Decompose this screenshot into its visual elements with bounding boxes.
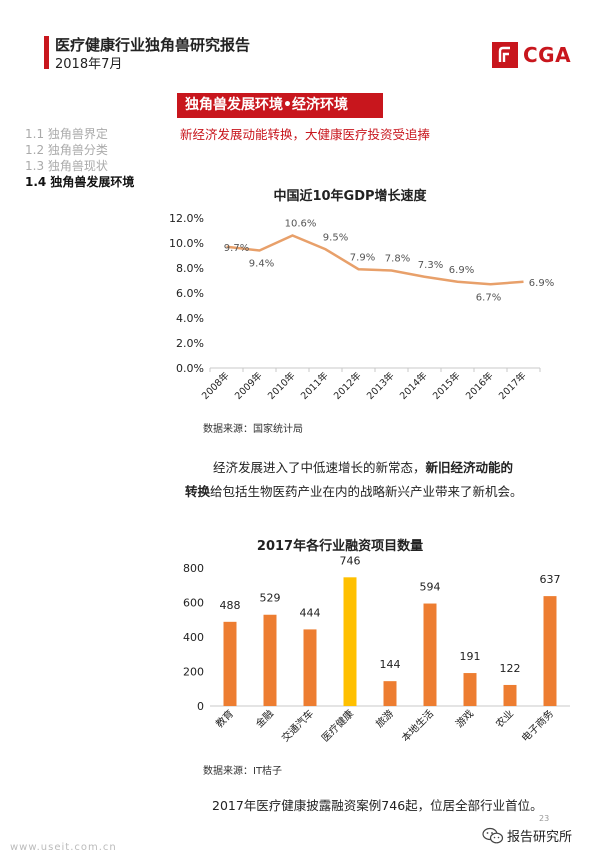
financing-bar — [263, 614, 277, 706]
financing-x-tick: 教育 — [213, 707, 236, 730]
financing-bar — [303, 629, 317, 706]
gdp-data-label: 9.5% — [323, 232, 348, 243]
paragraph-economy-text-b: 给包括生物医药产业在内的战略新兴产业带来了新机会。 — [210, 484, 523, 499]
financing-x-tick: 农业 — [493, 707, 516, 730]
gdp-y-tick: 8.0% — [176, 262, 204, 275]
gdp-x-tick: 2010年 — [265, 369, 298, 402]
financing-chart-title: 2017年各行业融资项目数量 — [256, 539, 424, 554]
wechat-watermark: 报告研究所 — [482, 826, 572, 845]
gdp-line-chart: 0.0% 2.0% 4.0% 6.0% 8.0% 10.0% 12.0% 2008年 2009年… — [169, 212, 554, 402]
gdp-chart-source: 数据来源：国家统计局 — [203, 424, 303, 435]
section-subtitle: 新经济发展动能转换，大健康医疗投资受追捧 — [180, 127, 431, 142]
gdp-data-label: 10.6% — [285, 219, 317, 230]
financing-x-tick: 电子商务 — [519, 707, 556, 744]
financing-x-tick: 医疗健康 — [319, 707, 356, 744]
paragraph-economy: 经济发展进入了中低速增长的新常态，新旧经济动能的 转换给包括生物医药产业在内的战… — [185, 456, 565, 504]
gdp-x-tick: 2011年 — [298, 369, 331, 402]
financing-data-label: 444 — [300, 606, 321, 619]
financing-bar — [423, 603, 437, 706]
gdp-series-line — [226, 234, 524, 286]
financing-bar — [543, 596, 557, 706]
cga-logo: CGA — [492, 42, 571, 68]
gdp-x-tick: 2008年 — [199, 369, 232, 402]
header-accent-bar — [44, 36, 49, 69]
gdp-x-tick: 2013年 — [364, 369, 397, 402]
financing-data-label: 529 — [260, 592, 281, 605]
wechat-account-name: 报告研究所 — [507, 830, 573, 845]
financing-data-label: 191 — [460, 650, 481, 663]
report-date: 2018年7月 — [55, 57, 123, 72]
gdp-data-label: 7.9% — [350, 252, 375, 263]
financing-x-tick: 金融 — [253, 707, 276, 730]
financing-data-label: 144 — [380, 658, 401, 671]
gdp-data-label: 7.3% — [418, 260, 443, 271]
financing-data-label: 488 — [220, 599, 241, 612]
gdp-data-label: 9.7% — [224, 243, 249, 254]
gdp-x-tick: 2012年 — [331, 369, 364, 402]
gdp-y-tick: 2.0% — [176, 337, 204, 350]
financing-y-tick: 600 — [183, 597, 204, 610]
financing-x-tick: 游戏 — [453, 707, 476, 730]
toc-item-1[interactable]: 1.1 独角兽界定 — [25, 127, 108, 141]
gdp-data-label: 6.9% — [449, 265, 474, 276]
gdp-x-tick: 2014年 — [397, 369, 430, 402]
gdp-chart-title: 中国近10年GDP增长速度 — [273, 189, 427, 204]
gdp-y-tick: 0.0% — [176, 362, 204, 375]
logo-text: CGA — [523, 43, 572, 67]
gdp-data-label: 9.4% — [249, 259, 274, 270]
cga-logo-icon — [492, 42, 518, 68]
report-title: 医疗健康行业独角兽研究报告 — [55, 36, 251, 54]
gdp-y-tick: 4.0% — [176, 312, 204, 325]
paragraph-economy-text-a: 经济发展进入了中低速增长的新常态， — [213, 460, 426, 475]
financing-data-label: 594 — [420, 581, 441, 594]
financing-y-tick: 400 — [183, 631, 204, 644]
financing-bar — [343, 577, 357, 706]
paragraph-financing: 2017年医疗健康披露融资案例746起，位居全部行业首位。 — [212, 798, 543, 813]
section-banner: 独角兽发展环境•经济环境 — [177, 93, 383, 118]
toc-item-4[interactable]: 1.4 独角兽发展环境 — [25, 175, 135, 189]
gdp-x-tick: 2017年 — [496, 369, 529, 402]
financing-bar — [383, 681, 397, 706]
financing-data-label: 122 — [500, 662, 521, 675]
gdp-y-tick: 10.0% — [169, 237, 204, 250]
financing-bar-chart: 0 200 400 600 800 488 教育 529 金融 444 交通汽车 746 医疗健康 144… — [183, 554, 570, 744]
financing-y-tick: 0 — [197, 700, 204, 713]
wechat-icon — [482, 827, 504, 843]
financing-chart-source: 数据来源：IT桔子 — [203, 766, 283, 777]
gdp-data-label: 6.7% — [476, 292, 501, 303]
gdp-x-tick: 2009年 — [232, 369, 265, 402]
financing-y-tick: 200 — [183, 666, 204, 679]
gdp-x-tick: 2016年 — [463, 369, 496, 402]
financing-data-label: 637 — [540, 573, 561, 586]
paragraph-economy-bold-a: 新旧经济动能的 — [425, 460, 514, 475]
gdp-y-tick: 12.0% — [169, 212, 204, 225]
gdp-data-label: 6.9% — [529, 278, 554, 289]
gdp-y-tick: 6.0% — [176, 287, 204, 300]
paragraph-economy-bold-b: 转换 — [185, 484, 211, 499]
financing-x-tick: 旅游 — [373, 707, 396, 730]
toc-item-3[interactable]: 1.3 独角兽现状 — [25, 159, 108, 173]
financing-x-tick: 交通汽车 — [279, 707, 316, 744]
page-number: 23 — [539, 814, 550, 823]
financing-bar — [463, 673, 477, 706]
gdp-x-tick: 2015年 — [430, 369, 463, 402]
financing-bar — [503, 684, 517, 706]
gdp-data-label: 7.8% — [385, 254, 410, 265]
footer-url[interactable]: www.useit.com.cn — [10, 842, 117, 853]
financing-data-label: 746 — [340, 554, 361, 567]
toc-item-2[interactable]: 1.2 独角兽分类 — [25, 143, 108, 157]
financing-y-tick: 800 — [183, 562, 204, 575]
financing-bar — [223, 621, 237, 706]
financing-x-tick: 本地生活 — [399, 707, 436, 744]
